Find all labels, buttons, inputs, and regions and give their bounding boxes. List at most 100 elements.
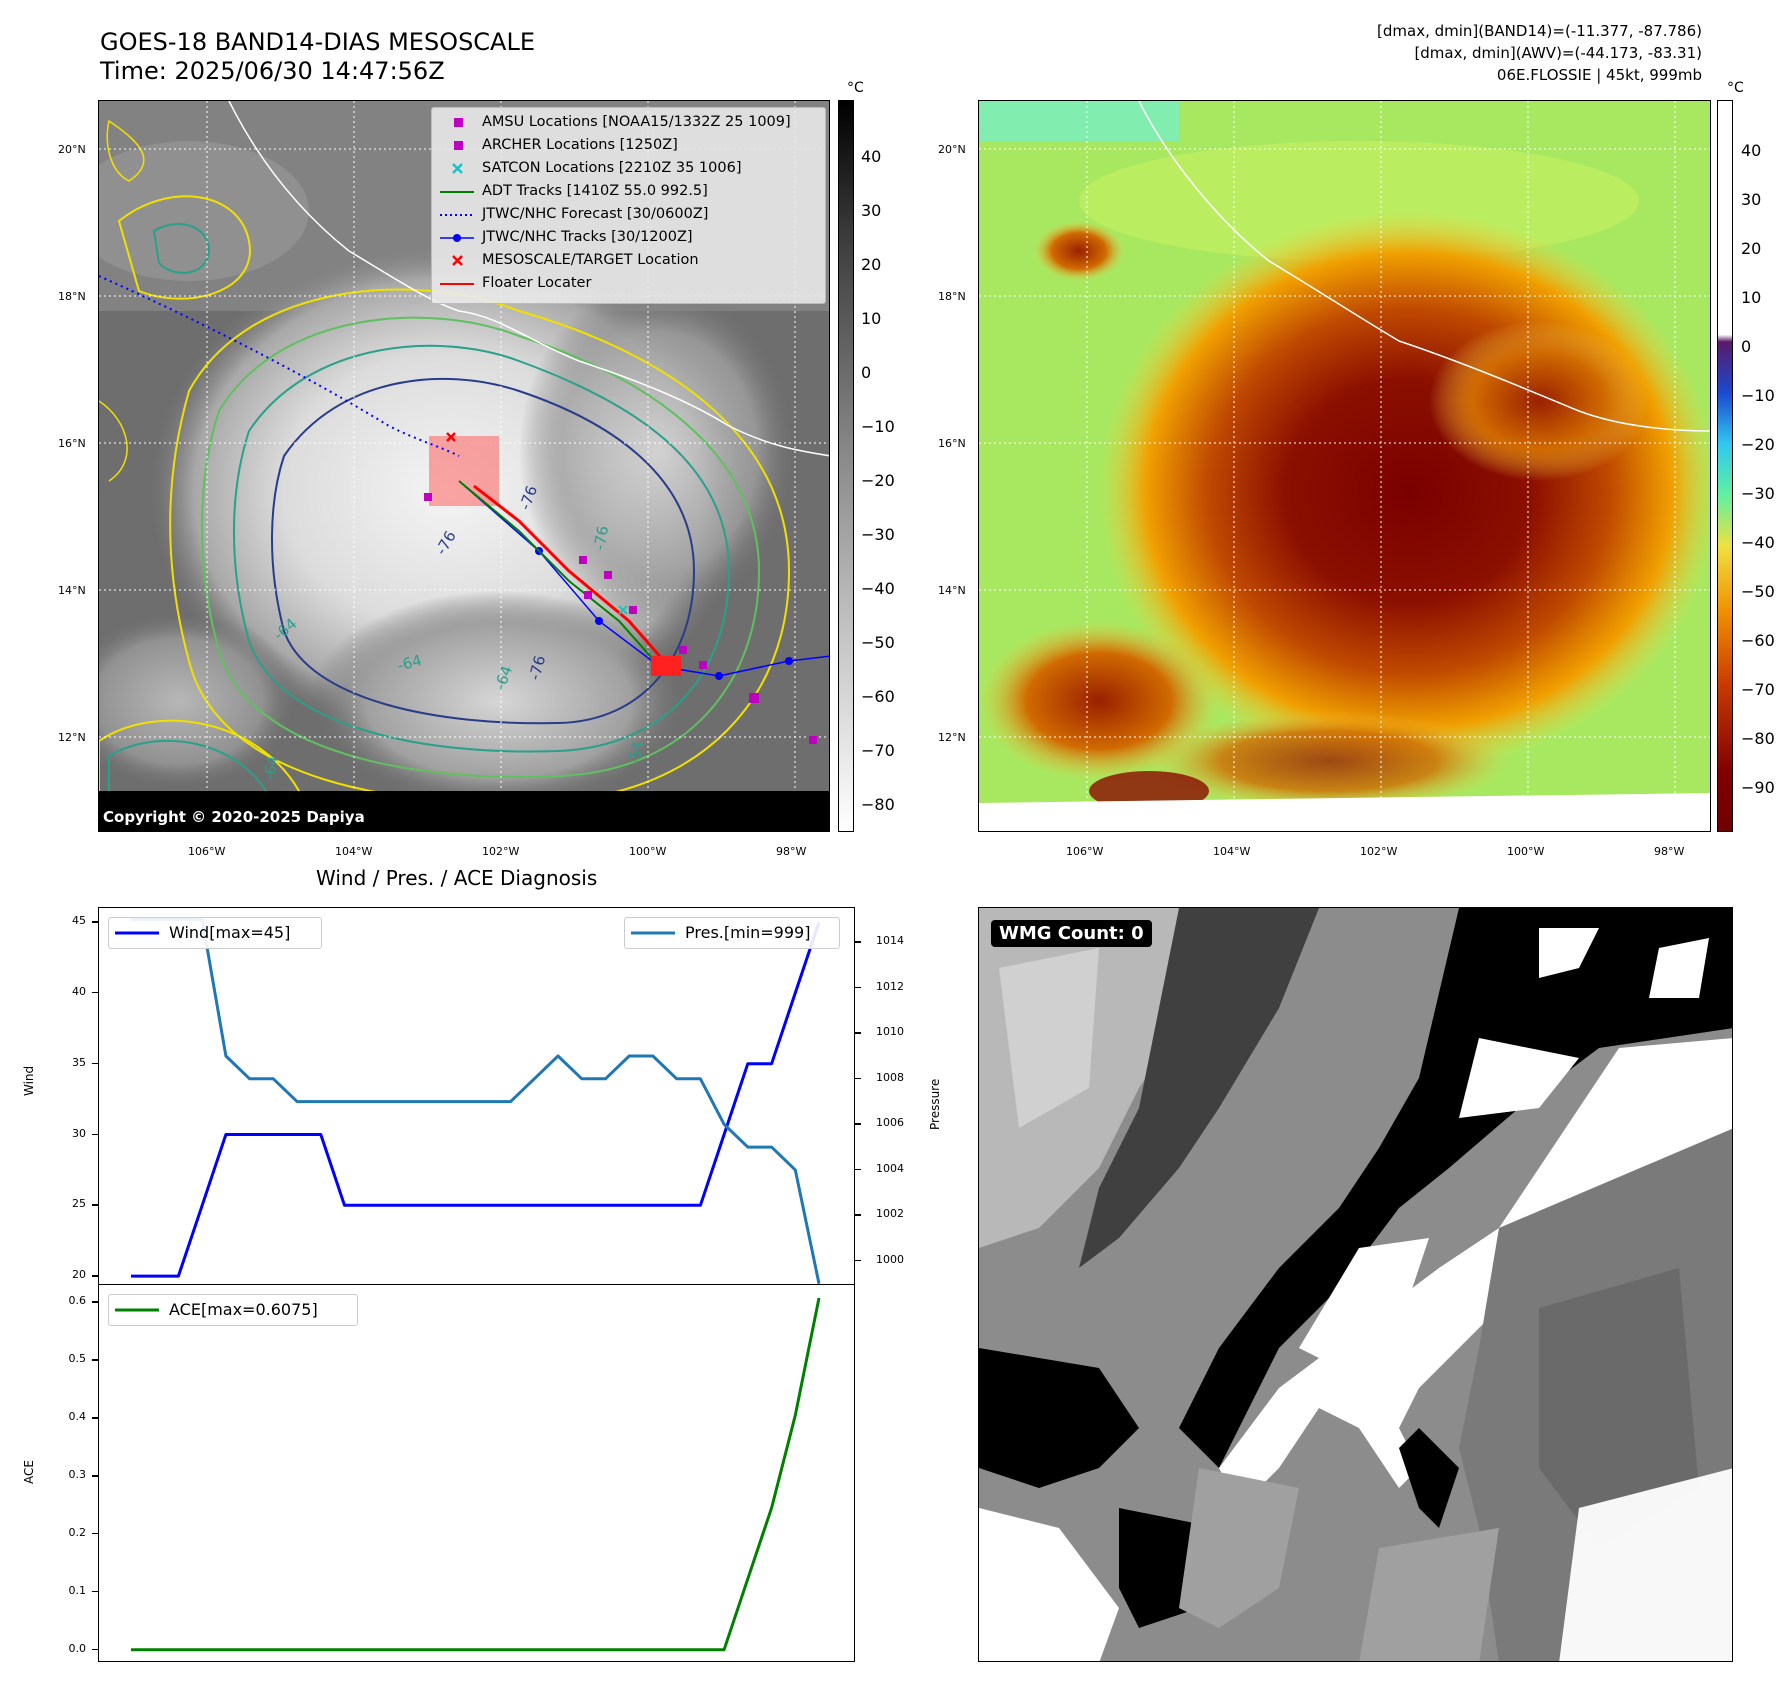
- lat-label: 16°N: [58, 437, 86, 450]
- wmg-image: [979, 908, 1732, 1661]
- legend-item-target: MESOSCALE/TARGET Location: [432, 250, 825, 272]
- pressure-tick-mark: [855, 1259, 861, 1262]
- ace-tick-label: 0.0: [68, 1641, 87, 1655]
- pressure-tick-mark: [855, 1214, 861, 1216]
- lon-label: 98°W: [1654, 845, 1685, 858]
- pressure-series-line: [131, 917, 821, 1284]
- info-line-storm: 06E.FLOSSIE | 45kt, 999mb: [1496, 66, 1702, 84]
- ace-tick-mark: [92, 1417, 98, 1419]
- lat-label: 14°N: [938, 584, 966, 597]
- ace-tick-mark: [92, 1532, 98, 1535]
- wind-series-line: [131, 921, 821, 1278]
- lon-label: 100°W: [629, 845, 667, 858]
- lon-label: 102°W: [482, 845, 520, 858]
- ace-tick-label: 0.4: [68, 1410, 87, 1424]
- ace-legend: ACE[max=0.6075]: [108, 1294, 358, 1326]
- pressure-tick-mark: [855, 1123, 861, 1125]
- wind-axis-label: Wind: [22, 1065, 36, 1096]
- ace-plot: [131, 1297, 821, 1652]
- ace-series-line: [131, 1297, 821, 1652]
- pressure-tick-mark: [855, 986, 861, 989]
- legend-item-satcon: SATCON Locations [2210Z 35 1006]: [432, 158, 825, 180]
- contour-label: -76: [590, 524, 612, 551]
- figure-title-line1: GOES-18 BAND14-DIAS MESOSCALE: [100, 28, 536, 56]
- pressure-tick-label: 1004: [876, 1161, 904, 1175]
- ace-axis-label: ACE: [22, 1460, 36, 1484]
- lon-label: 98°W: [776, 845, 807, 858]
- lat-label: 20°N: [58, 143, 86, 156]
- awv-colorbar-unit: °C: [1727, 80, 1744, 96]
- lat-label: 12°N: [58, 731, 86, 744]
- awv-colorbar: [1717, 100, 1733, 832]
- ace-tick-label: 0.1: [68, 1583, 87, 1597]
- pressure-axis-label: Pressure: [928, 1078, 942, 1130]
- ir-colorbar-unit: °C: [847, 80, 864, 96]
- x-marker-icon: [452, 163, 463, 174]
- lon-label: 100°W: [1507, 845, 1545, 858]
- blue-line-icon: [115, 931, 159, 935]
- wind-tick-label: 20: [72, 1268, 86, 1282]
- wind-tick-mark: [92, 921, 98, 923]
- info-line-band14: [dmax, dmin](BAND14)=(-11.377, -87.786): [1377, 22, 1702, 40]
- wind-pressure-chart: [98, 907, 855, 1285]
- info-line-awv: [dmax, dmin](AWV)=(-44.173, -83.31): [1414, 44, 1702, 62]
- wind-pressure-plot: [131, 917, 821, 1284]
- figure-title-line2: Time: 2025/06/30 14:47:56Z: [100, 57, 445, 85]
- diagnosis-title: Wind / Pres. / ACE Diagnosis: [316, 866, 598, 890]
- legend-item-amsu: AMSU Locations [NOAA15/1332Z 25 1009]: [432, 112, 825, 134]
- legend-item-tracks: JTWC/NHC Tracks [30/1200Z]: [432, 227, 825, 249]
- ace-tick-mark: [92, 1590, 98, 1593]
- lon-label: 104°W: [1213, 845, 1251, 858]
- pressure-tick-label: 1012: [876, 979, 904, 993]
- wind-tick-label: 45: [72, 914, 86, 928]
- pressure-tick-mark: [855, 1077, 861, 1080]
- pressure-tick-mark: [855, 1168, 861, 1171]
- wind-tick-label: 40: [72, 984, 86, 998]
- ace-chart: [98, 1284, 855, 1662]
- wind-tick-label: 30: [72, 1126, 86, 1140]
- ace-tick-label: 0.3: [68, 1468, 87, 1482]
- awv-map-image: [979, 101, 1710, 831]
- lon-label: 106°W: [1066, 845, 1104, 858]
- pressure-tick-label: 1002: [876, 1207, 904, 1221]
- lon-label: 102°W: [1360, 845, 1398, 858]
- wind-tick-mark: [92, 991, 98, 994]
- pressure-tick-label: 1000: [876, 1252, 904, 1266]
- dotted-line-icon: [440, 214, 474, 216]
- solid-line-icon: [440, 191, 474, 193]
- lat-label: 18°N: [58, 290, 86, 303]
- copyright-notice: Copyright © 2020-2025 Dapiya: [103, 808, 365, 826]
- lat-label: 20°N: [938, 143, 966, 156]
- lat-label: 14°N: [58, 584, 86, 597]
- lat-label: 16°N: [938, 437, 966, 450]
- lat-label: 18°N: [938, 290, 966, 303]
- legend-item-archer: ARCHER Locations [1250Z]: [432, 135, 825, 157]
- lat-label: 12°N: [938, 731, 966, 744]
- ace-tick-mark: [92, 1301, 98, 1303]
- green-line-icon: [115, 1308, 159, 1312]
- wind-tick-label: 25: [72, 1197, 86, 1211]
- lon-label: 104°W: [335, 845, 373, 858]
- pressure-tick-label: 1014: [876, 934, 904, 948]
- wind-tick-mark: [92, 1275, 98, 1277]
- pressure-tick-mark: [855, 941, 861, 943]
- pressure-tick-label: 1006: [876, 1116, 904, 1130]
- pressure-tick-label: 1008: [876, 1070, 904, 1084]
- wind-tick-mark: [92, 1133, 98, 1136]
- pressure-tick-mark: [855, 1032, 861, 1034]
- pressure-tick-label: 1010: [876, 1025, 904, 1039]
- lon-label: 106°W: [188, 845, 226, 858]
- ace-tick-mark: [92, 1359, 98, 1361]
- ace-tick-label: 0.2: [68, 1525, 87, 1539]
- legend-item-floater: Floater Locater: [432, 273, 825, 295]
- awv-map-panel: [978, 100, 1711, 832]
- ir-map-panel: -76 -76 -76 -64 -64 -64 -76 -64 -54 Copy…: [98, 100, 830, 832]
- dot-line-icon: [440, 234, 474, 242]
- legend-item-forecast: JTWC/NHC Forecast [30/0600Z]: [432, 204, 825, 226]
- wind-tick-mark: [92, 1062, 98, 1065]
- wind-legend: Wind[max=45]: [108, 917, 322, 949]
- contour-label: -54: [625, 739, 647, 766]
- contour-label: -76: [525, 654, 549, 682]
- steelblue-line-icon: [631, 931, 675, 935]
- square-marker-icon: [454, 118, 463, 127]
